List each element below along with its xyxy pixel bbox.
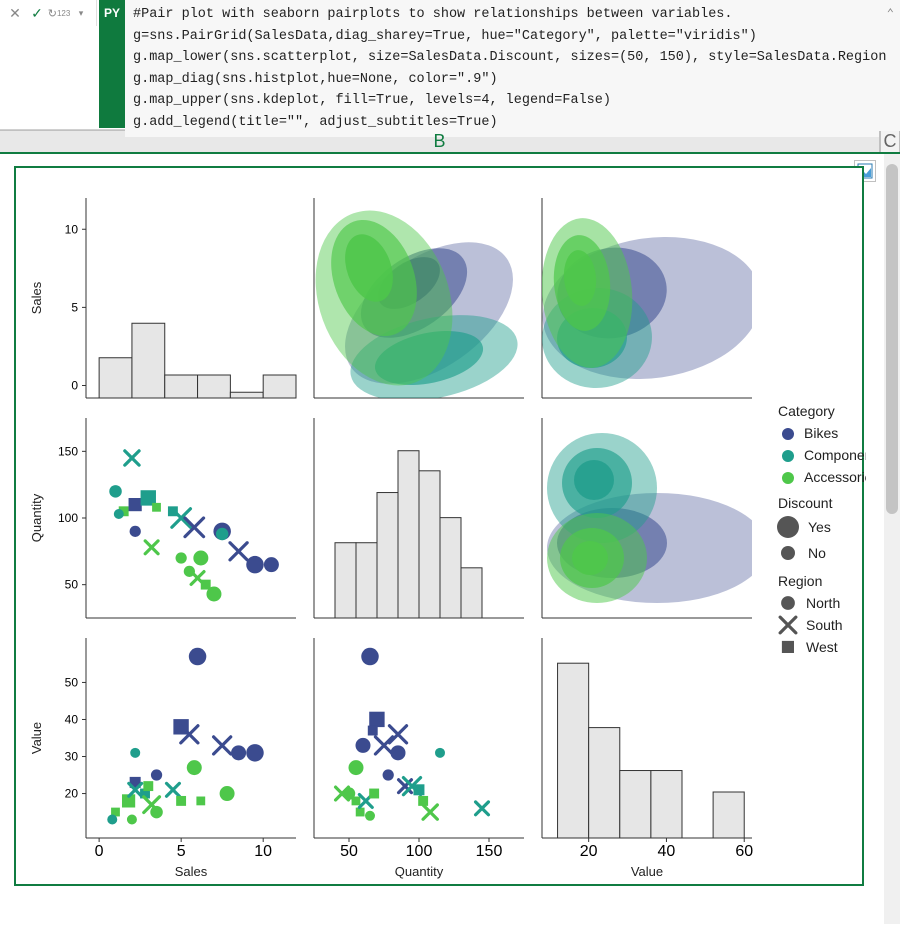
python-badge: PY	[99, 0, 125, 128]
accept-icon[interactable]: ✓	[28, 4, 46, 22]
svg-text:Discount: Discount	[778, 495, 833, 511]
svg-text:Bikes: Bikes	[804, 425, 838, 441]
svg-text:20: 20	[580, 843, 598, 860]
svg-text:50: 50	[340, 843, 358, 860]
svg-text:20: 20	[65, 787, 79, 801]
vertical-scrollbar[interactable]	[884, 154, 900, 924]
column-header-row: B C	[0, 130, 900, 154]
pairplot-svg: 0 5 10 50 100 150 20 30 40 50 0 5 10 50 100 150 20 40 60 Sa…	[16, 168, 866, 888]
svg-text:40: 40	[65, 712, 79, 726]
svg-text:5: 5	[177, 843, 186, 860]
svg-text:Yes: Yes	[808, 519, 831, 535]
svg-text:5: 5	[71, 300, 78, 314]
insert-function-icon[interactable]: ↻123	[50, 4, 68, 22]
svg-text:Region: Region	[778, 573, 822, 589]
scroll-thumb[interactable]	[886, 164, 898, 514]
svg-text:10: 10	[254, 843, 272, 860]
svg-text:Value: Value	[29, 722, 44, 754]
formula-bar: ✕ ✓ ↻123 ▾ PY #Pair plot with seaborn pa…	[0, 0, 900, 130]
svg-text:40: 40	[658, 843, 676, 860]
svg-text:150: 150	[476, 843, 503, 860]
svg-text:50: 50	[65, 578, 79, 592]
svg-text:Category: Category	[778, 403, 835, 419]
formula-controls: ✕ ✓ ↻123 ▾	[0, 0, 97, 26]
cancel-icon[interactable]: ✕	[6, 4, 24, 22]
svg-text:30: 30	[65, 750, 79, 764]
svg-text:150: 150	[58, 444, 78, 458]
code-content: #Pair plot with seaborn pairplots to sho…	[133, 7, 886, 130]
svg-text:100: 100	[406, 843, 433, 860]
svg-text:Quantity: Quantity	[29, 493, 44, 542]
svg-text:No: No	[808, 545, 826, 561]
svg-text:0: 0	[71, 379, 78, 393]
code-editor[interactable]: #Pair plot with seaborn pairplots to sho…	[125, 0, 900, 137]
svg-text:Sales: Sales	[29, 281, 44, 314]
svg-text:0: 0	[95, 843, 104, 860]
svg-text:Components: Components	[804, 447, 866, 463]
sheet-area: 0 5 10 50 100 150 20 30 40 50 0 5 10 50 100 150 20 40 60 Sa…	[0, 154, 900, 924]
pairplot-frame: 0 5 10 50 100 150 20 30 40 50 0 5 10 50 100 150 20 40 60 Sa…	[14, 166, 864, 886]
column-header-b[interactable]: B	[0, 131, 880, 152]
svg-text:Quantity: Quantity	[395, 864, 444, 879]
chevron-down-icon[interactable]: ▾	[72, 4, 90, 22]
svg-text:West: West	[806, 639, 838, 655]
svg-text:50: 50	[65, 675, 79, 689]
svg-text:South: South	[806, 617, 843, 633]
column-header-c[interactable]: C	[880, 131, 900, 152]
svg-text:Value: Value	[631, 864, 663, 879]
svg-text:100: 100	[58, 511, 78, 525]
svg-text:60: 60	[735, 843, 753, 860]
svg-text:Accessories: Accessories	[804, 469, 866, 485]
expand-chevron-icon[interactable]: ⌃	[887, 4, 894, 26]
svg-text:North: North	[806, 595, 840, 611]
svg-text:10: 10	[65, 222, 79, 236]
svg-text:Sales: Sales	[175, 864, 208, 879]
